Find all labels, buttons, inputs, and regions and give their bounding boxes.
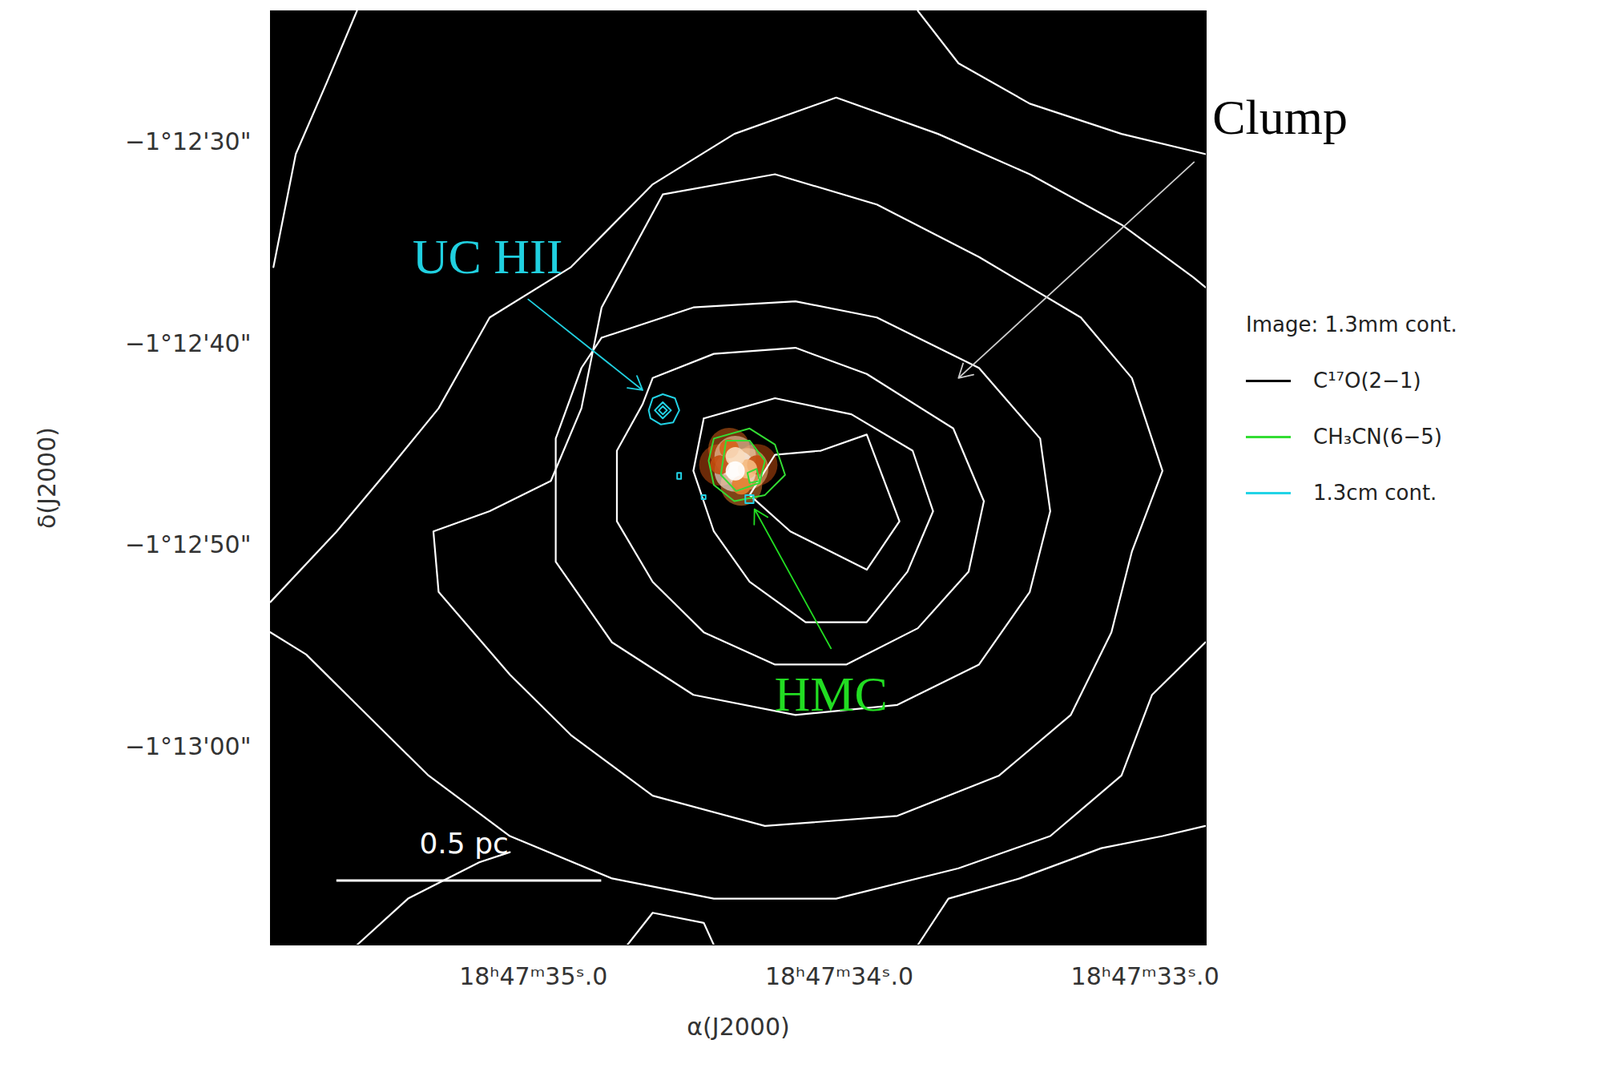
svg-text:Clump: Clump bbox=[1212, 89, 1348, 145]
html-text:C¹⁷O(2−1): C¹⁷O(2−1) bbox=[1313, 368, 1422, 393]
svg-text:−1°12'40": −1°12'40" bbox=[124, 329, 252, 358]
svg-text:−1°12'30": −1°12'30" bbox=[124, 127, 252, 156]
svg-text:0.5 pc: 0.5 pc bbox=[419, 826, 508, 860]
svg-text:18ʰ47ᵐ35ˢ.0: 18ʰ47ᵐ35ˢ.0 bbox=[459, 962, 608, 991]
svg-text:UC HII: UC HII bbox=[412, 229, 564, 284]
html-text:1.3cm cont.: 1.3cm cont. bbox=[1313, 480, 1437, 505]
svg-text:18ʰ47ᵐ33ˢ.0: 18ʰ47ᵐ33ˢ.0 bbox=[1071, 962, 1220, 991]
svg-text:HMC: HMC bbox=[774, 666, 888, 722]
html-text:CH₃CN(6−5): CH₃CN(6−5) bbox=[1313, 424, 1443, 449]
svg-text:δ(J2000): δ(J2000) bbox=[32, 427, 61, 529]
svg-text:−1°12'50": −1°12'50" bbox=[124, 530, 252, 559]
html-text:Image: 1.3mm cont.: Image: 1.3mm cont. bbox=[1245, 312, 1458, 337]
svg-text:α(J2000): α(J2000) bbox=[686, 1012, 790, 1041]
svg-text:−1°13'00": −1°13'00" bbox=[124, 732, 252, 761]
svg-text:18ʰ47ᵐ34ˢ.0: 18ʰ47ᵐ34ˢ.0 bbox=[765, 962, 914, 991]
